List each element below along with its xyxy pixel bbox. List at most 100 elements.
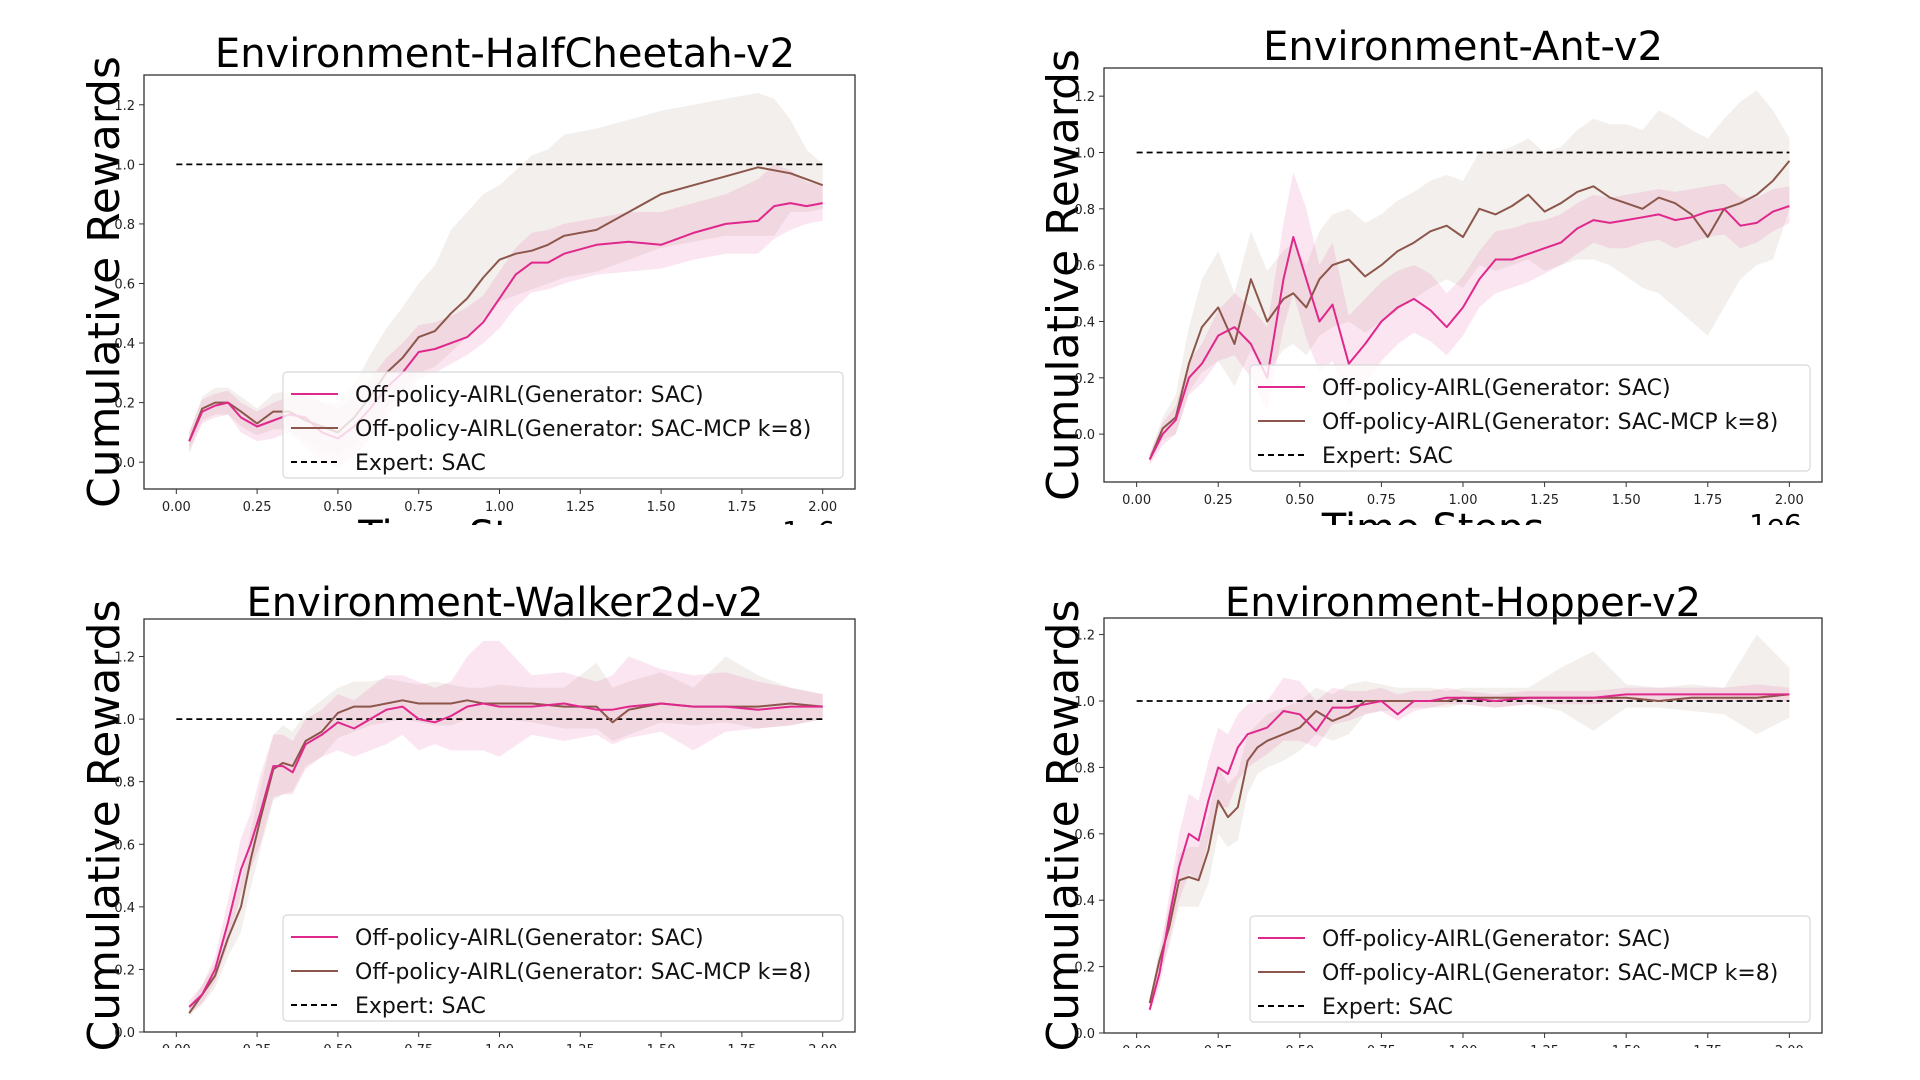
legend-item-expert: Expert: SAC	[291, 994, 486, 1019]
x-axis-label: Time Steps	[357, 513, 581, 559]
line-mcp	[188, 699, 823, 1014]
line-sac	[1148, 205, 1790, 460]
x-axis-label: Time Steps	[1321, 506, 1545, 552]
band-mcp	[1149, 634, 1790, 1007]
y-tick-label: 0.2	[1074, 372, 1095, 387]
x-tick-label: 1.25	[566, 1043, 595, 1058]
panel-hopper: Environment-Hopper-v2 Cumulative Rewards…	[1038, 580, 1823, 1059]
y-tick-label: 1.0	[114, 158, 135, 173]
x-tick-label: 0.50	[1285, 1044, 1314, 1059]
x-tick-label: 1.50	[647, 500, 676, 515]
y-tick-label: 0.2	[114, 397, 135, 412]
panel-content: 0.0 0.2 0.4 0.6 0.8 1.0 1.2 0.00 0.25 0.50 0.75 1.0…	[114, 74, 856, 559]
panel-content: 0.0 0.2 0.4 0.6 0.8 1.0 1.2 0.00 0.25 0.50 0.75 1.0…	[114, 618, 856, 1058]
y-tick-label: 1.2	[114, 99, 135, 114]
legend-item-expert: Expert: SAC	[1258, 995, 1453, 1020]
chart-title: Environment-HalfCheetah-v2	[215, 31, 795, 77]
band-sac	[189, 164, 823, 469]
legend-label: Expert: SAC	[355, 994, 486, 1019]
y-tick-label: 0.6	[114, 838, 135, 853]
plot-area	[176, 640, 823, 1017]
legend-item-mcp: Off-policy-AIRL(Generator: SAC-MCP k=8)	[1258, 961, 1778, 986]
legend-label: Off-policy-AIRL(Generator: SAC-MCP k=8)	[1322, 961, 1778, 986]
panel-walker2d: Environment-Walker2d-v2 Cumulative Rewar…	[79, 580, 856, 1058]
y-tick-label: 0.0	[1074, 1027, 1095, 1042]
x-tick-label: 2.00	[1775, 1044, 1804, 1059]
y-axis-label: Cumulative Rewards	[1038, 49, 1089, 501]
x-tick-label: 0.25	[243, 500, 272, 515]
y-axis-label: Cumulative Rewards	[1038, 600, 1089, 1052]
legend-frame	[1249, 915, 1811, 1023]
x-tick-label: 1.00	[1449, 1044, 1478, 1059]
y-axis: 0.0 0.2 0.4 0.6 0.8 1.0 1.2	[114, 651, 144, 1041]
legend-label: Expert: SAC	[1322, 444, 1453, 469]
band-mcp	[189, 92, 823, 457]
x-tick-label: 1.00	[485, 500, 514, 515]
y-tick-label: 0.8	[1074, 203, 1095, 218]
y-tick-label: 0.6	[1074, 259, 1095, 274]
y-tick-label: 0.6	[1074, 828, 1095, 843]
y-tick-label: 0.8	[1074, 761, 1095, 776]
x-tick-label: 1.75	[1693, 493, 1722, 508]
x-tick-label: 2.00	[808, 1043, 837, 1058]
legend: Off-policy-AIRL(Generator: SAC) Off-polic…	[1249, 364, 1811, 472]
x-tick-label: 0.25	[1204, 1044, 1233, 1059]
legend: Off-policy-AIRL(Generator: SAC) Off-polic…	[282, 371, 844, 479]
x-tick-label: 2.00	[808, 500, 837, 515]
series-mcp	[1148, 693, 1790, 1004]
y-tick-label: 0.8	[114, 218, 135, 233]
x-tick-label: 0.00	[162, 500, 191, 515]
legend-frame	[282, 371, 844, 479]
legend-label: Off-policy-AIRL(Generator: SAC-MCP k=8)	[355, 417, 811, 442]
x-tick-label: 0.75	[1367, 493, 1396, 508]
x-tick-label: 0.00	[1122, 1044, 1151, 1059]
legend-item-mcp: Off-policy-AIRL(Generator: SAC-MCP k=8)	[1258, 410, 1778, 435]
x-tick-label: 1.00	[485, 1043, 514, 1058]
chart-title: Environment-Ant-v2	[1263, 24, 1663, 70]
band-mcp	[189, 656, 823, 1017]
series-sac	[1148, 693, 1790, 1011]
x-tick-label: 0.25	[243, 1043, 272, 1058]
panel-ant: Environment-Ant-v2 Cumulative Rewards 0.…	[1038, 24, 1823, 552]
legend-item-mcp: Off-policy-AIRL(Generator: SAC-MCP k=8)	[291, 417, 811, 442]
y-tick-label: 1.2	[1074, 629, 1095, 644]
line-sac	[188, 702, 823, 1008]
band-mcp	[1149, 90, 1790, 463]
chart-title: Environment-Walker2d-v2	[247, 580, 764, 626]
legend-item-mcp: Off-policy-AIRL(Generator: SAC-MCP k=8)	[291, 960, 811, 985]
legend-item-sac: Off-policy-AIRL(Generator: SAC)	[291, 926, 704, 951]
y-tick-label: 0.4	[1074, 315, 1095, 330]
y-axis-label: Cumulative Rewards	[79, 56, 130, 508]
y-tick-label: 0.8	[114, 776, 135, 791]
legend-label: Off-policy-AIRL(Generator: SAC)	[355, 926, 704, 951]
legend-label: Expert: SAC	[355, 451, 486, 476]
legend-label: Off-policy-AIRL(Generator: SAC)	[1322, 376, 1671, 401]
legend: Off-policy-AIRL(Generator: SAC) Off-polic…	[1249, 915, 1811, 1023]
y-axis: 0.0 0.2 0.4 0.6 0.8 1.0 1.2	[114, 99, 144, 471]
y-tick-label: 0.0	[1074, 428, 1095, 443]
x-tick-label: 1.50	[1612, 1044, 1641, 1059]
x-tick-label: 1.25	[1530, 493, 1559, 508]
y-tick-label: 0.0	[114, 456, 135, 471]
legend: Off-policy-AIRL(Generator: SAC) Off-polic…	[282, 914, 844, 1022]
x-tick-label: 1.75	[1693, 1044, 1722, 1059]
panel-halfcheetah: Environment-HalfCheetah-v2 Cumulative Re…	[79, 31, 856, 559]
chart-title: Environment-Hopper-v2	[1225, 580, 1701, 626]
y-axis-label: Cumulative Rewards	[79, 600, 130, 1052]
legend-item-sac: Off-policy-AIRL(Generator: SAC)	[1258, 927, 1671, 952]
panel-content: 0.0 0.2 0.4 0.6 0.8 1.0 1.2 0.00 0.25 0.50 0.75 1.0…	[1074, 67, 1823, 552]
x-tick-label: 1.25	[1530, 1044, 1559, 1059]
y-tick-label: 1.2	[114, 651, 135, 666]
x-axis: 0.00 0.25 0.50 0.75 1.00 1.25 1.50 1.75 2.00	[162, 1032, 837, 1058]
x-tick-label: 1.50	[1612, 493, 1641, 508]
x-tick-label: 0.50	[1285, 493, 1314, 508]
y-tick-label: 0.6	[114, 277, 135, 292]
series-sac	[188, 702, 823, 1008]
legend-label: Off-policy-AIRL(Generator: SAC-MCP k=8)	[1322, 410, 1778, 435]
legend-label: Off-policy-AIRL(Generator: SAC)	[355, 383, 704, 408]
y-axis: 0.0 0.2 0.4 0.6 0.8 1.0 1.2	[1074, 90, 1104, 443]
y-tick-label: 1.0	[1074, 695, 1095, 710]
series-sac	[1148, 205, 1790, 460]
x-axis: 0.00 0.25 0.50 0.75 1.00 1.25 1.50 1.75 2.00	[1122, 482, 1804, 508]
